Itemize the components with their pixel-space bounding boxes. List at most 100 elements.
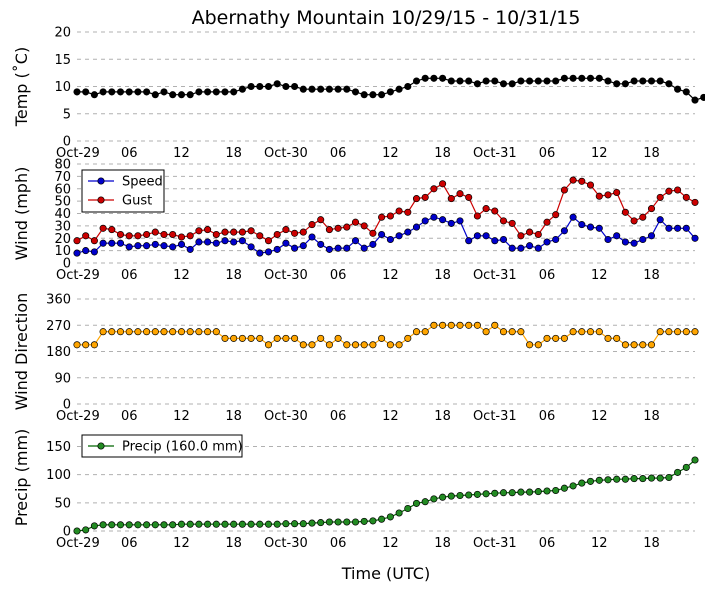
precip-data-point <box>116 521 125 529</box>
precip-data-point <box>630 475 638 483</box>
wind-data-point <box>421 217 429 225</box>
temp-data-point <box>404 82 412 91</box>
precip-data-point <box>299 520 307 528</box>
dir-data-point <box>177 328 186 336</box>
temp-data-point <box>534 77 542 85</box>
wind-x-tick-label: Oct-30 <box>264 268 308 283</box>
wind-data-point <box>230 238 238 246</box>
wind-data-point <box>595 224 603 232</box>
wind-data-point <box>691 234 699 242</box>
precip-data-point <box>552 486 560 495</box>
wind-data-point <box>491 207 499 215</box>
wind-y-tick-label: 80 <box>54 158 71 173</box>
temp-data-point <box>656 77 664 85</box>
wind-data-point <box>534 230 542 239</box>
temp-x-tick-label: 18 <box>225 146 242 161</box>
wind-x-tick-label: 06 <box>330 268 347 283</box>
temp-y-tick-label: 5 <box>63 107 71 122</box>
dir-data-point <box>517 328 525 336</box>
wind-data-point <box>238 237 246 245</box>
temp-data-point <box>82 88 90 96</box>
wind-data-point <box>508 244 516 252</box>
wind-data-point <box>569 213 577 221</box>
wind-data-point <box>143 230 151 239</box>
wind-data-point <box>482 205 490 213</box>
precip-data-point <box>230 520 238 528</box>
wind-data-point <box>482 232 490 240</box>
wind-data-point <box>317 216 325 224</box>
temp-data-point <box>256 82 264 91</box>
wind-data-point <box>247 227 255 235</box>
dir-x-tick-label: 18 <box>434 409 451 424</box>
dir-data-point <box>404 334 412 342</box>
wind-data-point <box>99 224 107 232</box>
dir-panel: 0 90 180 270 360 Wind Direction Oct-29 06 12 18 Oc… <box>12 293 699 424</box>
wind-data-point <box>560 186 568 194</box>
wind-data-point <box>99 239 107 247</box>
wind-data-point <box>82 247 90 255</box>
temp-data-point <box>378 91 386 99</box>
temp-data-point <box>99 88 107 96</box>
temp-data-point <box>212 88 220 96</box>
wind-data-point <box>134 242 142 250</box>
dir-data-point <box>230 334 238 342</box>
dir-data-point <box>151 328 159 336</box>
temp-data-point <box>439 74 447 82</box>
temp-data-point <box>447 77 455 85</box>
temp-data-point <box>517 77 525 85</box>
precip-data-point <box>595 476 603 484</box>
dir-data-point <box>195 328 203 336</box>
wind-data-point <box>186 232 194 240</box>
temp-data-point <box>674 85 682 93</box>
dir-data-point <box>299 341 307 349</box>
dir-data-point <box>647 341 656 349</box>
temp-data-point <box>526 77 534 85</box>
temp-x-tick-label: 06 <box>330 146 347 161</box>
precip-data-point <box>90 522 98 530</box>
wind-data-point <box>412 195 421 203</box>
dir-data-point <box>125 328 133 336</box>
wind-data-point <box>238 228 246 236</box>
wind-data-point <box>395 207 403 215</box>
precip-data-point <box>639 475 647 483</box>
precip-data-point <box>177 520 186 528</box>
precip-data-point <box>351 518 360 526</box>
temp-data-point <box>273 80 281 88</box>
precip-x-tick-label: 18 <box>225 536 242 551</box>
dir-data-point <box>334 334 342 342</box>
wind-data-point <box>134 232 142 240</box>
wind-data-point <box>465 237 473 245</box>
dir-data-point <box>639 341 647 349</box>
wind-data-point <box>212 239 220 247</box>
temp-data-point <box>351 88 360 96</box>
wind-data-point <box>613 188 621 197</box>
wind-data-point <box>204 238 212 246</box>
dir-data-point <box>108 328 116 336</box>
dir-data-point <box>447 321 455 329</box>
temp-data-point <box>499 80 508 88</box>
wind-data-point <box>90 248 98 256</box>
dir-data-point <box>247 334 255 342</box>
wind-data-point <box>386 212 394 220</box>
dir-data-point <box>204 328 212 336</box>
dir-data-point <box>578 328 586 336</box>
dir-data-point <box>143 328 151 336</box>
dir-data-point <box>421 328 429 336</box>
wind-data-point <box>386 235 394 244</box>
wind-data-point <box>447 195 455 203</box>
temp-data-point <box>369 91 377 99</box>
temp-data-point <box>508 80 516 88</box>
precip-data-point <box>125 521 133 529</box>
wind-data-point <box>125 232 133 240</box>
temp-data-point <box>491 77 499 85</box>
wind-data-point <box>499 235 508 244</box>
precip-x-tick-label: 12 <box>382 536 399 551</box>
temp-data-point <box>700 93 705 101</box>
precip-data-point <box>343 518 351 526</box>
precip-data-point <box>282 520 290 528</box>
wind-data-point <box>291 229 299 237</box>
precip-x-tick-label: 18 <box>434 536 451 551</box>
temp-x-tick-label: 12 <box>591 146 608 161</box>
dir-data-point <box>439 321 447 329</box>
precip-legend: Precip (160.0 mm) <box>81 434 243 458</box>
